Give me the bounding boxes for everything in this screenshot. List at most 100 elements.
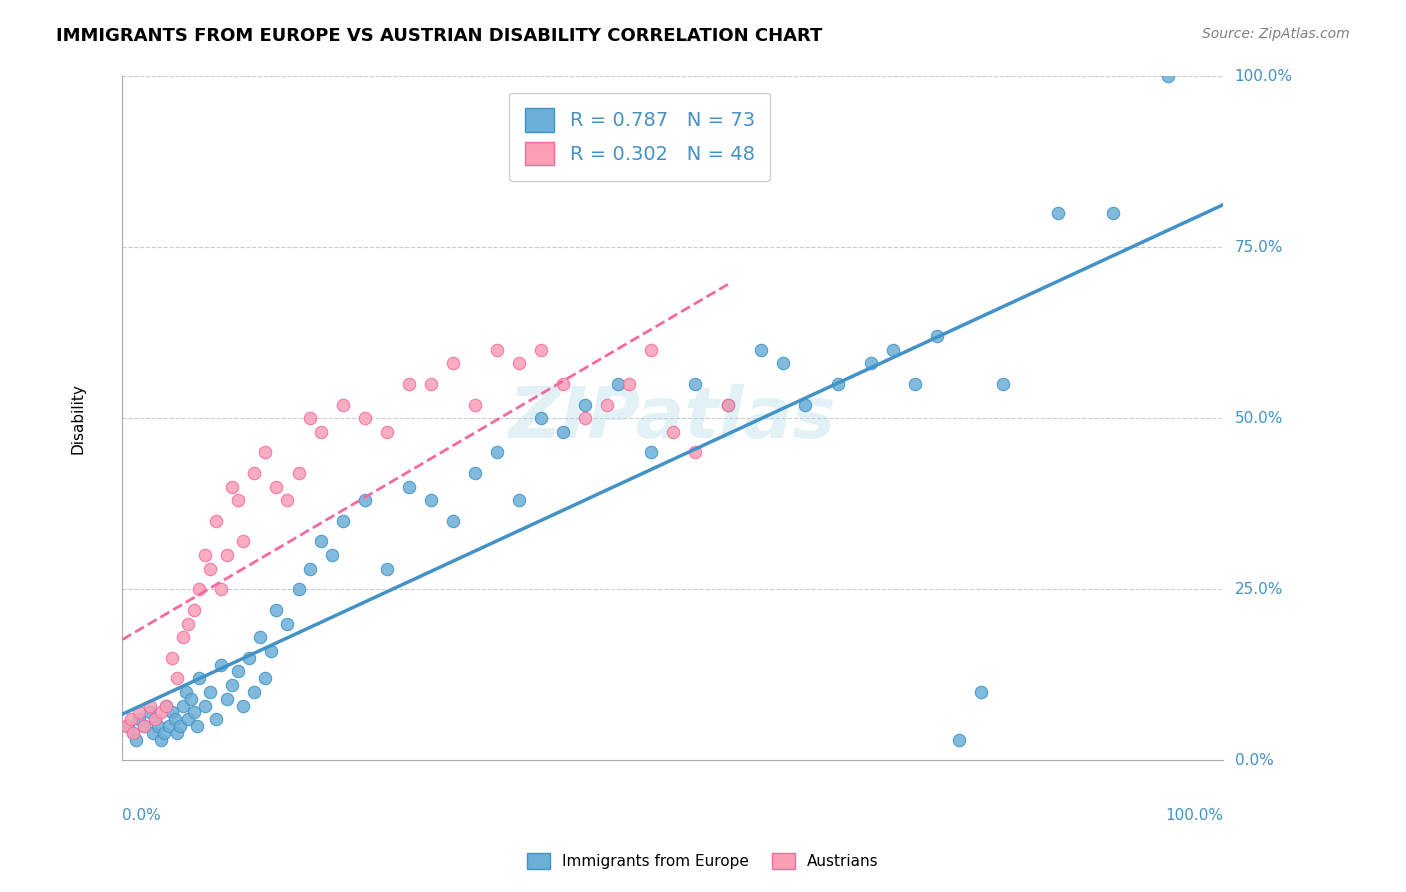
- Point: [122, 726, 145, 740]
- Point: [375, 562, 398, 576]
- Point: [551, 376, 574, 391]
- Point: [276, 493, 298, 508]
- Point: [298, 411, 321, 425]
- Point: [948, 732, 970, 747]
- Point: [508, 493, 530, 508]
- Point: [155, 698, 177, 713]
- Point: [617, 376, 640, 391]
- Point: [221, 480, 243, 494]
- Point: [128, 706, 150, 720]
- Text: 100.0%: 100.0%: [1234, 69, 1292, 84]
- Point: [124, 732, 146, 747]
- Point: [530, 411, 553, 425]
- Point: [194, 698, 217, 713]
- Point: [134, 719, 156, 733]
- Point: [717, 398, 740, 412]
- Point: [142, 726, 165, 740]
- Point: [287, 582, 309, 597]
- Point: [332, 514, 354, 528]
- Point: [209, 657, 232, 672]
- Point: [1157, 69, 1180, 83]
- Point: [149, 732, 172, 747]
- Point: [398, 480, 420, 494]
- Point: [177, 616, 200, 631]
- Point: [177, 712, 200, 726]
- Point: [353, 493, 375, 508]
- Point: [205, 712, 228, 726]
- Point: [188, 582, 211, 597]
- Point: [128, 712, 150, 726]
- Point: [464, 466, 486, 480]
- Point: [266, 603, 288, 617]
- Text: 100.0%: 100.0%: [1166, 808, 1223, 823]
- Point: [143, 712, 166, 726]
- Text: 50.0%: 50.0%: [1234, 410, 1282, 425]
- Text: Source: ZipAtlas.com: Source: ZipAtlas.com: [1202, 27, 1350, 41]
- Point: [180, 691, 202, 706]
- Point: [172, 698, 194, 713]
- Point: [640, 445, 662, 459]
- Point: [827, 376, 849, 391]
- Legend: R = 0.787   N = 73, R = 0.302   N = 48: R = 0.787 N = 73, R = 0.302 N = 48: [509, 93, 770, 181]
- Point: [238, 650, 260, 665]
- Point: [143, 712, 166, 726]
- Point: [353, 411, 375, 425]
- Point: [174, 685, 197, 699]
- Point: [232, 698, 254, 713]
- Text: 25.0%: 25.0%: [1234, 582, 1282, 597]
- Text: 0.0%: 0.0%: [122, 808, 162, 823]
- Point: [134, 719, 156, 733]
- Point: [172, 630, 194, 644]
- Point: [215, 548, 238, 562]
- Point: [287, 466, 309, 480]
- Point: [904, 376, 927, 391]
- Point: [266, 480, 288, 494]
- Point: [166, 671, 188, 685]
- Point: [254, 671, 277, 685]
- Point: [441, 356, 464, 370]
- Point: [200, 685, 222, 699]
- Legend: Immigrants from Europe, Austrians: Immigrants from Europe, Austrians: [522, 847, 884, 875]
- Point: [183, 603, 205, 617]
- Point: [419, 493, 441, 508]
- Point: [215, 691, 238, 706]
- Point: [485, 343, 508, 357]
- Point: [153, 726, 176, 740]
- Point: [772, 356, 794, 370]
- Point: [200, 562, 222, 576]
- Point: [221, 678, 243, 692]
- Point: [157, 719, 180, 733]
- Point: [683, 445, 706, 459]
- Point: [188, 671, 211, 685]
- Point: [574, 398, 596, 412]
- Text: 0.0%: 0.0%: [1234, 753, 1274, 768]
- Point: [464, 398, 486, 412]
- Point: [205, 514, 228, 528]
- Text: ZIPatlas: ZIPatlas: [509, 384, 837, 453]
- Point: [640, 343, 662, 357]
- Point: [146, 719, 169, 733]
- Point: [155, 698, 177, 713]
- Point: [508, 356, 530, 370]
- Point: [321, 548, 343, 562]
- Point: [860, 356, 883, 370]
- Point: [606, 376, 628, 391]
- Point: [927, 329, 949, 343]
- Text: Disability: Disability: [70, 383, 86, 454]
- Text: IMMIGRANTS FROM EUROPE VS AUSTRIAN DISABILITY CORRELATION CHART: IMMIGRANTS FROM EUROPE VS AUSTRIAN DISAB…: [56, 27, 823, 45]
- Point: [160, 650, 183, 665]
- Point: [1102, 206, 1125, 220]
- Point: [298, 562, 321, 576]
- Point: [970, 685, 993, 699]
- Point: [120, 712, 142, 726]
- Point: [183, 706, 205, 720]
- Point: [232, 534, 254, 549]
- Point: [375, 425, 398, 439]
- Point: [485, 445, 508, 459]
- Point: [882, 343, 904, 357]
- Point: [117, 719, 139, 733]
- Point: [993, 376, 1015, 391]
- Point: [209, 582, 232, 597]
- Point: [165, 712, 187, 726]
- Point: [166, 726, 188, 740]
